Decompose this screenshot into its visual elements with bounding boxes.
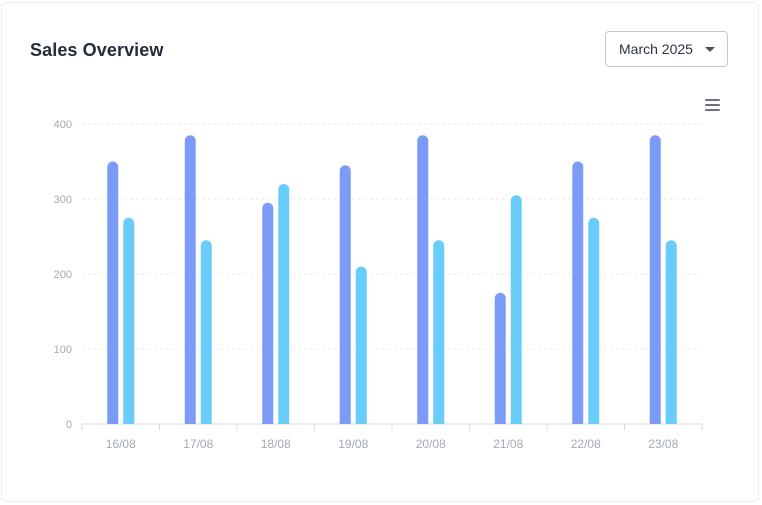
y-tick-label: 0 [66,419,72,431]
bar-series-2 [123,217,135,424]
x-tick-label: 17/08 [183,437,213,451]
chevron-down-icon [705,47,715,52]
bar-series-1 [339,165,351,424]
y-tick-label: 400 [54,119,72,131]
x-tick-label: 18/08 [261,437,291,451]
x-tick-label: 20/08 [416,437,446,451]
y-tick-label: 200 [54,269,72,281]
x-tick-label: 22/08 [571,437,601,451]
card-title: Sales Overview [30,40,164,60]
bar-series-1 [107,161,119,425]
bar-series-1 [572,161,584,425]
y-tick-label: 300 [54,194,72,206]
hamburger-menu-icon[interactable] [705,99,721,111]
bar-series-2 [665,240,677,424]
bar-series-2 [200,240,212,424]
bar-series-2 [510,195,522,424]
bar-series-1 [494,292,506,424]
bar-series-2 [588,217,600,424]
bar-series-2 [433,240,445,424]
period-select[interactable]: March 2025 [605,31,728,67]
x-tick-label: 19/08 [338,437,368,451]
bar-series-2 [278,184,290,424]
bar-series-1 [649,135,661,424]
bar-series-2 [355,266,367,424]
bar-series-1 [184,135,196,424]
x-tick-label: 21/08 [493,437,523,451]
x-tick-label: 23/08 [648,437,678,451]
y-tick-label: 100 [54,344,72,356]
bar-series-1 [417,135,429,424]
x-tick-label: 16/08 [106,437,136,451]
bar-series-1 [262,202,274,424]
period-select-value: March 2025 [619,41,693,57]
